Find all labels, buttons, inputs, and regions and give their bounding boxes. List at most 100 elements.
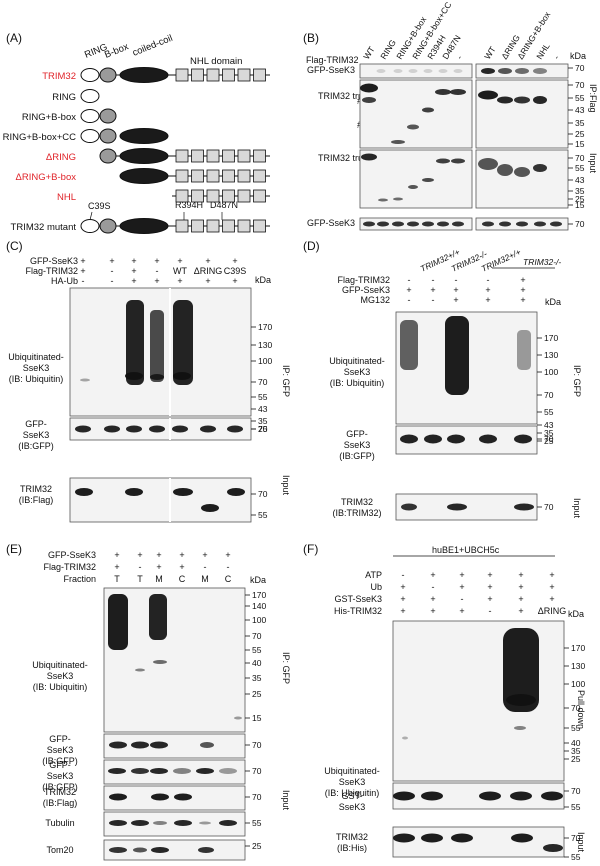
- blot-band: [515, 68, 529, 74]
- nhl-repeat: [206, 189, 220, 203]
- condition-value: +: [80, 256, 85, 266]
- blot-label-line: SseK3: [47, 745, 74, 755]
- ring-domain: [80, 129, 100, 143]
- nhl-repeat: [206, 68, 220, 82]
- condition-value: +: [520, 295, 525, 305]
- blot-band: [173, 768, 191, 774]
- domain-diagrams: [80, 67, 270, 234]
- mw-label: 70: [544, 390, 554, 400]
- domain-label-bbox: B-box: [103, 41, 130, 61]
- nhl-repeat: [191, 219, 204, 233]
- blot-band: [200, 742, 214, 748]
- blot-band: [479, 434, 497, 444]
- condition-value: -: [408, 295, 411, 305]
- blot-label-line: (IB:GFP): [42, 782, 78, 792]
- mw-label: 70: [252, 792, 262, 802]
- blot-band: [424, 434, 442, 444]
- blot-band: [550, 221, 562, 227]
- condition-value: +: [520, 275, 525, 285]
- blot-band: [360, 83, 378, 93]
- coiled-coil-domain: [119, 128, 169, 144]
- mw-label: 70: [258, 424, 268, 434]
- blot-band: [125, 488, 143, 496]
- row-label: GFP-SseK3: [48, 550, 96, 560]
- panel-e: (E) GFP-SseK3 + + + + + +Flag-TRIM32 + - + + - -Frac…: [6, 542, 291, 861]
- condition-value: +: [400, 594, 405, 604]
- panel-e-label: (E): [6, 542, 22, 556]
- mw-label: 43: [575, 105, 585, 115]
- blot-label: GFP-SseK3: [307, 218, 355, 228]
- blot-band: [131, 741, 149, 749]
- blot-band: [452, 221, 464, 227]
- blot-label-line: SseK3: [23, 363, 50, 373]
- nhl-repeat: [191, 149, 204, 163]
- mw-label: 25: [252, 841, 262, 851]
- condition-value: +: [518, 570, 523, 580]
- blot-band: [135, 668, 145, 672]
- condition-value: M: [155, 574, 163, 584]
- blot-band: [196, 768, 214, 774]
- lane-label: -: [551, 53, 561, 61]
- condition-value: +: [520, 285, 525, 295]
- blot-band: [423, 69, 433, 73]
- blot-band: [151, 847, 169, 853]
- row-label: His-TRIM32: [334, 606, 382, 616]
- blot-band: [199, 821, 211, 825]
- condition-value: +: [518, 582, 523, 592]
- mw-label: 100: [252, 615, 266, 625]
- panel-d-label: (D): [303, 239, 320, 253]
- blot-membrane: [392, 782, 565, 810]
- blot-band: [510, 791, 532, 801]
- blot-band: [377, 221, 389, 227]
- blot-label-line: (IB: Ubiquitin): [325, 788, 380, 798]
- condition-value: +: [156, 550, 161, 560]
- blot-band: [75, 488, 93, 496]
- condition-value: +: [485, 285, 490, 295]
- blot-band: [80, 378, 90, 382]
- nhl-repeat: [237, 219, 251, 233]
- blot-label-line: (IB: Ubiquitin): [9, 374, 64, 384]
- coiled-coil-domain: [119, 148, 169, 164]
- blot-band: [422, 107, 434, 113]
- mw-label: 70: [252, 631, 262, 641]
- condition-value: C: [179, 574, 186, 584]
- blot-band: [150, 768, 168, 774]
- condition-value: +: [109, 256, 114, 266]
- mw-label: 55: [575, 163, 585, 173]
- mw-label: 35: [575, 118, 585, 128]
- condition-value: +: [232, 256, 237, 266]
- condition-value: -: [487, 275, 490, 285]
- ubiquitin-smear: [503, 628, 539, 712]
- nhl-repeat: [253, 169, 266, 183]
- condition-value: +: [549, 582, 554, 592]
- condition-value: +: [485, 295, 490, 305]
- condition-value: +: [430, 594, 435, 604]
- side-label-input: Input: [281, 790, 291, 811]
- mw-label: 35: [571, 746, 581, 756]
- mw-label: 130: [544, 350, 558, 360]
- condition-value: +: [487, 582, 492, 592]
- condition-value: -: [111, 266, 114, 276]
- blot-band: [362, 97, 376, 103]
- nhl-repeat: [253, 149, 266, 163]
- blot-band: [393, 833, 415, 843]
- blot-band: [149, 425, 165, 433]
- mw-label: 55: [575, 93, 585, 103]
- mw-label: 55: [252, 645, 262, 655]
- condition-value: ΔRING: [194, 266, 223, 276]
- mw-label: 43: [258, 404, 268, 414]
- nhl-repeat: [206, 149, 220, 163]
- ring-domain: [80, 89, 100, 103]
- blot-membrane: [359, 149, 473, 209]
- blot-label-line: (IB:Flag): [43, 798, 78, 808]
- mw-label: 15: [575, 139, 585, 149]
- blot-band: [363, 221, 375, 227]
- domain-label-coiled-coil: coiled-coil: [131, 33, 174, 59]
- condition-value: +: [453, 285, 458, 295]
- condition-value: +: [459, 570, 464, 580]
- blot-band: [400, 434, 418, 444]
- mw-label: 170: [571, 643, 585, 653]
- blot-membrane: [103, 839, 246, 861]
- blot-label-line: Ubiquitinated-: [329, 356, 385, 366]
